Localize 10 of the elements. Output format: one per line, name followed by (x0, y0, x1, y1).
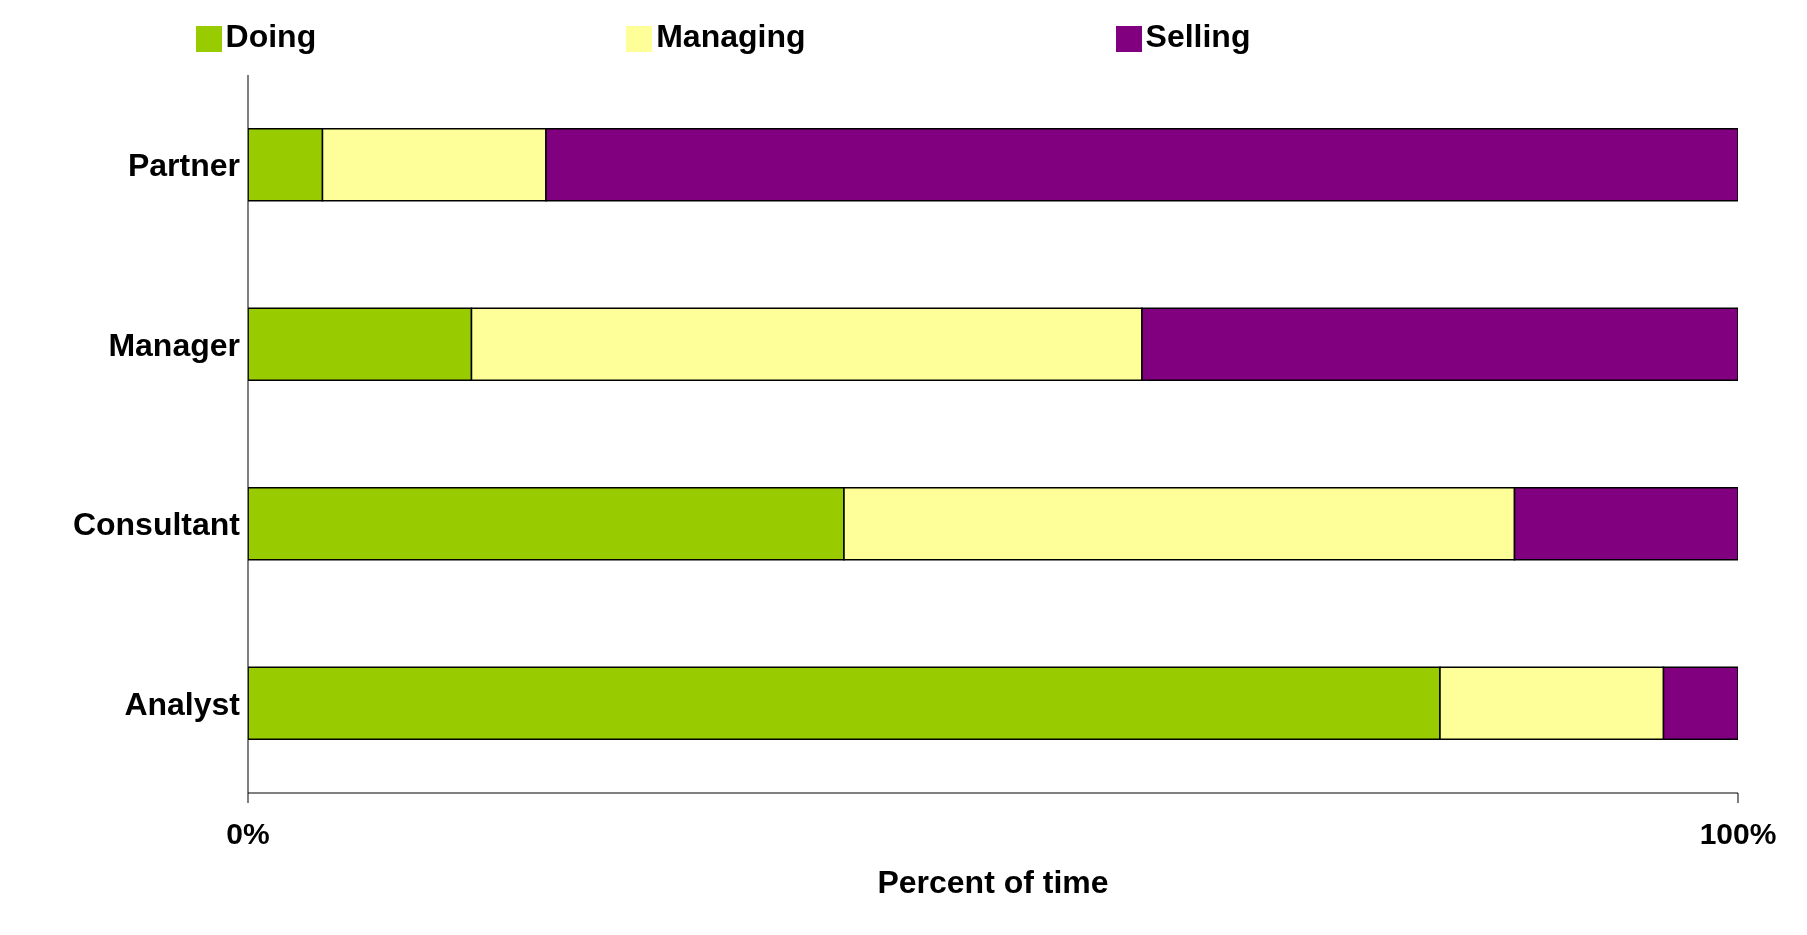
x-tick-label: 100% (1699, 817, 1777, 851)
y-tick-label: Analyst (124, 685, 241, 722)
legend-label: Doing (225, 18, 317, 54)
legend-label: Selling (1145, 18, 1251, 54)
y-tick-label: Consultant (72, 506, 241, 543)
x-tick-label: 0% (226, 817, 270, 851)
legend-label: Managing (656, 18, 806, 54)
x-axis-title: Percent of time (877, 864, 1109, 900)
y-tick-label: Manager (108, 326, 240, 363)
y-tick-label: Partner (127, 147, 240, 184)
